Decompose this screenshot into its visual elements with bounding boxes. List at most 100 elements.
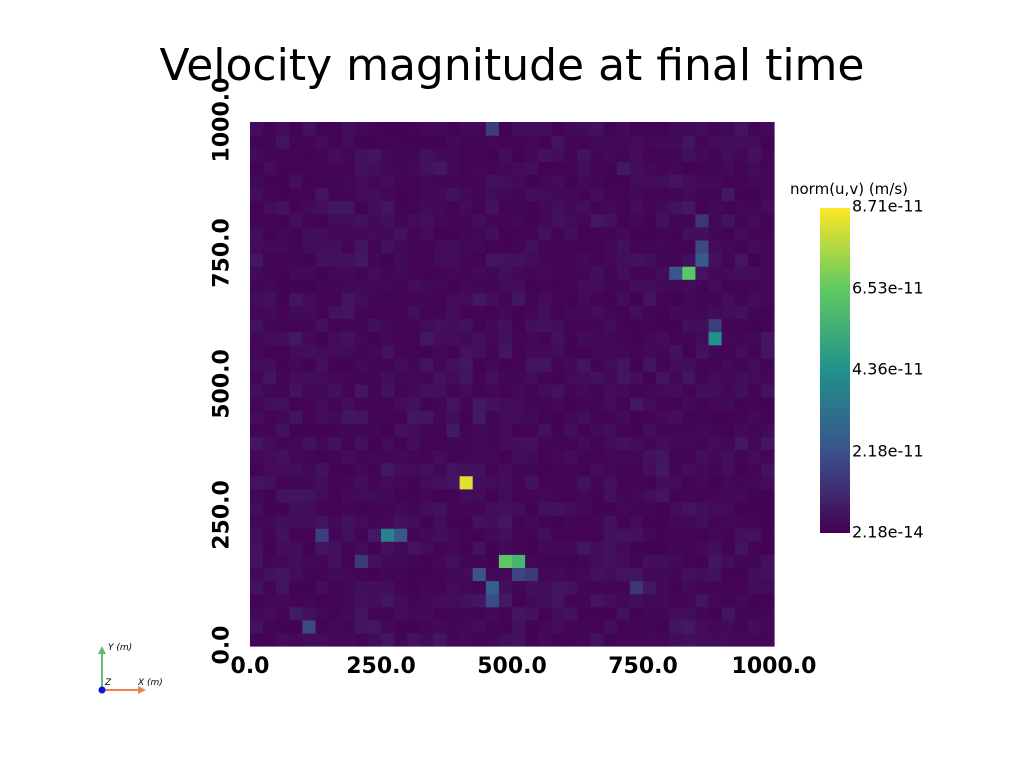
heatmap-cell [498,619,513,634]
heatmap-cell [407,318,421,333]
heatmap-cell [538,593,552,608]
heatmap-cell [669,344,683,359]
heatmap-cell [407,593,421,608]
heatmap-cell [433,384,448,398]
heatmap-cell [498,384,513,398]
heatmap-cell [354,239,369,254]
heatmap-cell [328,410,343,424]
heatmap-cell [551,174,565,189]
heatmap-cell [289,226,303,241]
heatmap-cell [263,239,277,254]
heatmap-cell [381,122,395,136]
heatmap-cell [760,423,775,437]
heatmap-cell [367,239,382,254]
heatmap-cell [669,266,683,280]
heatmap-cell [302,580,317,595]
heatmap-cell [367,436,382,451]
heatmap-cell [315,501,330,516]
heatmap-cell [472,200,487,215]
heatmap-cell [512,266,526,280]
heatmap-cell [551,305,565,320]
y-tick-label: 500.0 [209,349,235,419]
heatmap-cell [341,580,356,595]
heatmap-cell [289,266,303,280]
heatmap-cell [747,515,762,529]
heatmap-cell [616,554,631,568]
heatmap-cell [407,436,421,451]
heatmap-cell [695,318,710,333]
heatmap-cell [577,279,592,293]
heatmap-cell [289,606,303,621]
heatmap-cell [656,528,670,542]
heatmap-cell [289,488,303,503]
heatmap-cell [498,436,513,451]
heatmap-cell [328,423,343,437]
heatmap-cell [289,305,303,320]
heatmap-cell [538,279,552,293]
heatmap-cell [629,318,644,333]
heatmap-cell [564,462,579,477]
heatmap-cell [354,187,369,202]
heatmap-cell [525,515,539,529]
heatmap-cell [551,135,565,149]
heatmap-cell [603,331,618,346]
heatmap-cell [525,318,539,333]
heatmap-cell [669,253,683,267]
heatmap-cell [367,515,382,529]
heatmap-cell [472,148,487,162]
heatmap-cell [315,174,330,189]
heatmap-cell [695,148,710,162]
heatmap-cell [263,357,277,372]
heatmap-cell [734,292,749,306]
heatmap-cell [721,187,736,202]
heatmap-cell [446,279,461,293]
heatmap-cell [747,528,762,542]
heatmap-cell [302,384,317,398]
heatmap-cell [367,266,382,280]
heatmap-cell [721,174,736,189]
heatmap-cell [328,567,343,582]
heatmap-cell [302,200,317,215]
heatmap-cell [577,384,592,398]
heatmap-cell [485,423,500,437]
heatmap-cell [315,606,330,621]
heatmap-cell [446,344,461,359]
heatmap-cell [367,200,382,215]
heatmap-cell [472,266,487,280]
heatmap-cell [734,501,749,516]
heatmap-cell [485,593,500,608]
heatmap-cell [289,619,303,634]
heatmap-cell [643,528,657,542]
heatmap-cell [485,331,500,346]
heatmap-cell [394,554,408,568]
heatmap-cell [367,318,382,333]
heatmap-cell [315,239,330,254]
heatmap-cell [420,462,434,477]
heatmap-cell [367,593,382,608]
heatmap-cell [459,266,474,280]
heatmap-cell [564,423,579,437]
heatmap-cell [747,357,762,372]
heatmap-cell [302,515,317,529]
heatmap-cell [643,384,657,398]
heatmap-cell [341,567,356,582]
heatmap-cell [250,423,264,437]
heatmap-cell [302,344,317,359]
heatmap-cell [734,515,749,529]
heatmap-cell [354,305,369,320]
heatmap-cell [250,200,264,215]
heatmap-cell [472,449,487,464]
heatmap-cell [420,279,434,293]
heatmap-cell [263,462,277,477]
heatmap-cell [695,331,710,346]
heatmap-cell [643,135,657,149]
heatmap-cell [459,122,474,136]
heatmap-cell [643,619,657,634]
heatmap-cell [472,567,487,582]
heatmap-cell [695,213,710,228]
heatmap-cell [721,292,736,306]
heatmap-cell [354,619,369,634]
heatmap-cell [747,174,762,189]
heatmap-cell [341,200,356,215]
heatmap-cell [747,501,762,516]
